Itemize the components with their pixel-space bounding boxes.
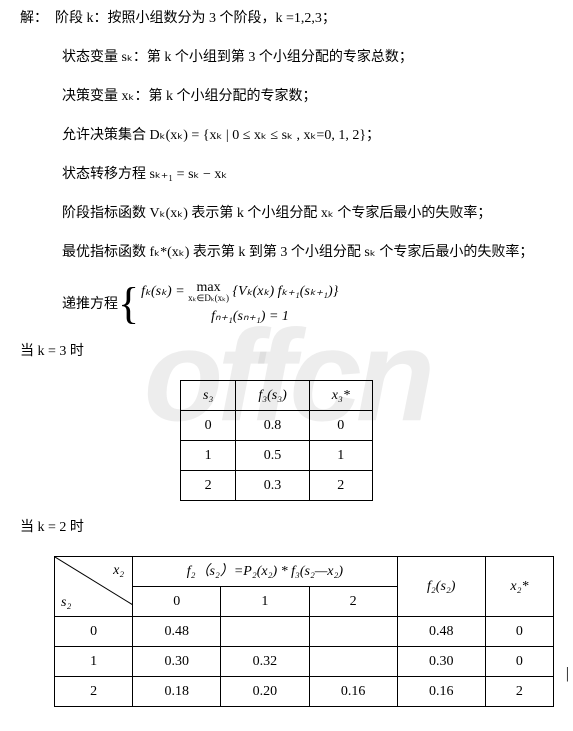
t1-h2: x₃* bbox=[309, 381, 372, 411]
t1-r1c2: 1 bbox=[309, 441, 372, 471]
t2-r2-x: 2 bbox=[485, 677, 553, 707]
when-k2-label: 当 k = 2 时 bbox=[20, 517, 553, 538]
t2-r0-c1 bbox=[221, 617, 309, 647]
table-k3-header-row: s₃ f₃(s₃) x₃* bbox=[181, 381, 373, 411]
line-decision-set: 允许决策集合 Dₖ(xₖ) = {xₖ | 0 ≤ xₖ ≤ sₖ , xₖ=0… bbox=[20, 125, 553, 146]
recur-rhs: {Vₖ(xₖ) fₖ₊₁(sₖ₊₁)} bbox=[233, 284, 339, 299]
recursion-label: 递推方程 bbox=[62, 294, 118, 315]
t2-r2-s: 2 bbox=[55, 677, 133, 707]
max-subscript: xₖ∈Dₖ(xₖ) bbox=[188, 294, 229, 303]
solution-prefix: 解： bbox=[20, 11, 48, 26]
document-content: 解： 阶段 k：按照小组数分为 3 个阶段，k =1,2,3； 状态变量 sₖ：… bbox=[20, 8, 553, 707]
t2-r1-x: 0 bbox=[485, 647, 553, 677]
diag-bot-label: s₂ bbox=[61, 592, 71, 613]
subh-1: 1 bbox=[221, 587, 309, 617]
t1-r1c0: 1 bbox=[181, 441, 236, 471]
t2-r1-c2 bbox=[309, 647, 397, 677]
table-row: 2 0.18 0.20 0.16 0.16 2 bbox=[55, 677, 554, 707]
diagonal-header-cell: x₂ s₂ bbox=[55, 557, 133, 617]
t2-r1-f: 0.30 bbox=[397, 647, 485, 677]
line-decision-var: 决策变量 xₖ：第 k 个小组分配的专家数； bbox=[20, 86, 553, 107]
recur-lhs: fₖ(sₖ) = bbox=[141, 284, 188, 299]
t2-r2-c0: 0.18 bbox=[133, 677, 221, 707]
t1-r2c0: 2 bbox=[181, 471, 236, 501]
line-state-transition: 状态转移方程 sₖ₊₁ = sₖ − xₖ bbox=[20, 164, 553, 185]
recursion-line1: fₖ(sₖ) = max xₖ∈Dₖ(xₖ) {Vₖ(xₖ) fₖ₊₁(sₖ₊₁… bbox=[141, 281, 338, 303]
when-k3-label: 当 k = 3 时 bbox=[20, 341, 553, 362]
table-row: 1 0.30 0.32 0.30 0 bbox=[55, 647, 554, 677]
line-stage: 解： 阶段 k：按照小组数分为 3 个阶段，k =1,2,3； bbox=[20, 8, 553, 29]
t2-r0-f: 0.48 bbox=[397, 617, 485, 647]
t2-r2-f: 0.16 bbox=[397, 677, 485, 707]
table-k2: x₂ s₂ f₂（s₂）=P₂(x₂) * f₃(s₂—x₂) f₂(s₂) x… bbox=[54, 556, 554, 707]
line-optimal-indicator: 最优指标函数 fₖ*(xₖ) 表示第 k 到第 3 个小组分配 sₖ 个专家后最… bbox=[20, 242, 553, 263]
t1-r2c1: 0.3 bbox=[236, 471, 309, 501]
t1-r2c2: 2 bbox=[309, 471, 372, 501]
left-brace: { bbox=[118, 284, 139, 324]
table-row: 0 0.48 0.48 0 bbox=[55, 617, 554, 647]
diag-top-label: x₂ bbox=[113, 560, 124, 581]
t1-r1c1: 0.5 bbox=[236, 441, 309, 471]
t2-r2-c1: 0.20 bbox=[221, 677, 309, 707]
t2-r1-s: 1 bbox=[55, 647, 133, 677]
line1-text: 阶段 k：按照小组数分为 3 个阶段，k =1,2,3； bbox=[55, 11, 336, 26]
t1-h1: f₃(s₃) bbox=[236, 381, 309, 411]
t2-r0-s: 0 bbox=[55, 617, 133, 647]
formula-header: f₂（s₂）=P₂(x₂) * f₃(s₂—x₂) bbox=[133, 557, 398, 587]
t1-h0: s₃ bbox=[181, 381, 236, 411]
text-cursor: | bbox=[566, 662, 569, 686]
subh-2: 2 bbox=[309, 587, 397, 617]
t2-r0-x: 0 bbox=[485, 617, 553, 647]
table-row: 2 0.3 2 bbox=[181, 471, 373, 501]
recursion-formula: 递推方程 { fₖ(sₖ) = max xₖ∈Dₖ(xₖ) {Vₖ(xₖ) fₖ… bbox=[20, 281, 553, 327]
line-state-var: 状态变量 sₖ：第 k 个小组到第 3 个小组分配的专家总数； bbox=[20, 47, 553, 68]
t1-r0c1: 0.8 bbox=[236, 411, 309, 441]
t2-r1-c1: 0.32 bbox=[221, 647, 309, 677]
table-k3: s₃ f₃(s₃) x₃* 0 0.8 0 1 0.5 1 2 0.3 2 bbox=[180, 380, 373, 501]
t2-r1-c0: 0.30 bbox=[133, 647, 221, 677]
table-k2-header-row1: x₂ s₂ f₂（s₂）=P₂(x₂) * f₃(s₂—x₂) f₂(s₂) x… bbox=[55, 557, 554, 587]
recursion-line2: fₙ₊₁(sₙ₊₁) = 1 bbox=[141, 306, 338, 327]
t2-r2-c2: 0.16 bbox=[309, 677, 397, 707]
t2-r0-c0: 0.48 bbox=[133, 617, 221, 647]
max-operator: max xₖ∈Dₖ(xₖ) bbox=[188, 281, 229, 303]
t2-r0-c2 bbox=[309, 617, 397, 647]
table-row: 0 0.8 0 bbox=[181, 411, 373, 441]
line-stage-indicator: 阶段指标函数 Vₖ(xₖ) 表示第 k 个小组分配 xₖ 个专家后最小的失败率； bbox=[20, 203, 553, 224]
t1-r0c2: 0 bbox=[309, 411, 372, 441]
t1-r0c0: 0 bbox=[181, 411, 236, 441]
col-x-header: x₂* bbox=[485, 557, 553, 617]
table-row: 1 0.5 1 bbox=[181, 441, 373, 471]
subh-0: 0 bbox=[133, 587, 221, 617]
col-f-header: f₂(s₂) bbox=[397, 557, 485, 617]
